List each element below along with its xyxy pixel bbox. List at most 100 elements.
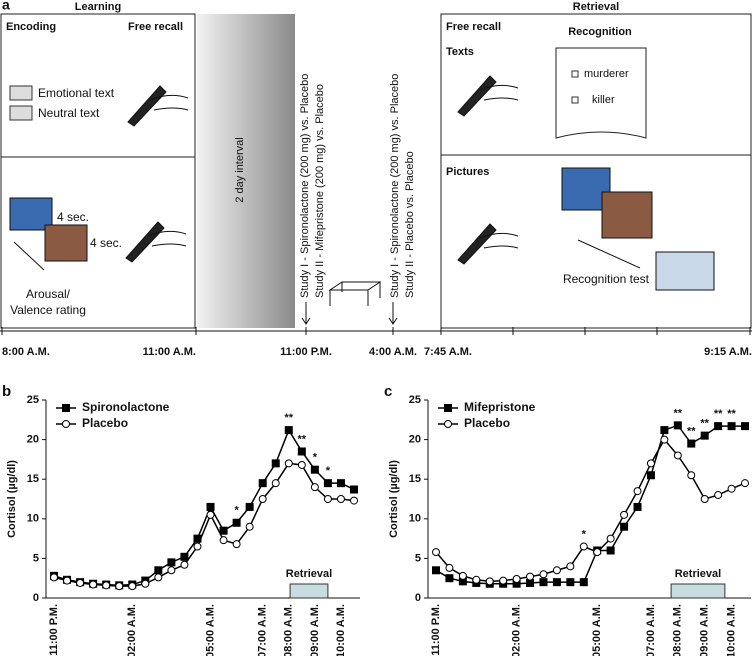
bed-icon: [328, 281, 382, 306]
x-tick-label: 11:00 P.M.: [48, 604, 60, 656]
marker: [445, 563, 454, 572]
marker: [154, 566, 163, 575]
label: 4 sec.: [90, 236, 122, 250]
marker: [50, 573, 58, 582]
interval-band: [197, 14, 295, 328]
panel-label: c: [384, 383, 392, 400]
marker: [258, 495, 267, 503]
marker: [593, 548, 602, 557]
photo: [655, 251, 715, 291]
x-tick-label: 08:00 A.M.: [672, 604, 684, 656]
marker: [499, 576, 508, 585]
label: Arousal/: [26, 287, 71, 301]
series-line: [435, 424, 745, 585]
marker: [323, 495, 332, 503]
significance: **: [727, 408, 736, 420]
marker: [232, 518, 241, 527]
label: Neutral text: [38, 106, 100, 120]
legend-marker: [444, 404, 452, 412]
label: 2 day interval: [234, 137, 246, 202]
marker: [180, 560, 189, 569]
x-tick-label: 10:00 A.M.: [725, 604, 737, 656]
time-label: 8:00 A.M.: [2, 346, 50, 358]
retrieval-period: [289, 583, 329, 599]
marker: [606, 546, 615, 555]
checkbox: [571, 96, 579, 104]
y-tick-label: 15: [409, 473, 421, 485]
photo: [601, 191, 653, 239]
marker: [458, 571, 467, 580]
marker: [258, 479, 267, 488]
marker: [620, 510, 629, 519]
marker: [219, 526, 228, 535]
significance: *: [313, 452, 318, 464]
marker: [687, 439, 696, 448]
y-tick-label: 25: [27, 394, 39, 406]
significance: *: [234, 505, 239, 517]
marker: [89, 580, 98, 589]
marker: [76, 578, 85, 587]
legend-marker: [62, 404, 70, 412]
significance: **: [298, 433, 307, 445]
arrow: [577, 239, 641, 269]
label: Encoding: [6, 21, 56, 33]
legend-marker: [444, 420, 452, 428]
y-tick-label: 15: [27, 473, 39, 485]
legend-label: Placebo: [464, 416, 510, 430]
significance: **: [714, 408, 723, 420]
marker: [620, 522, 629, 531]
marker: [167, 558, 176, 567]
marker: [633, 487, 642, 496]
marker: [741, 479, 749, 488]
x-tick-label: 02:00 A.M.: [126, 604, 138, 656]
marker: [219, 536, 228, 545]
timeline-ticks: [1, 327, 751, 335]
checkbox: [571, 70, 579, 78]
y-tick-label: 5: [415, 552, 421, 564]
marker: [714, 491, 723, 500]
marker: [741, 422, 749, 431]
marker: [700, 431, 709, 440]
marker: [526, 572, 535, 581]
marker: [128, 582, 137, 591]
legend-marker: [62, 420, 70, 428]
marker: [284, 459, 293, 468]
y-tick-label: 20: [409, 434, 421, 446]
time-label: 4:00 A.M.: [369, 346, 417, 358]
label: Study II - Mifepristone (200 mg) vs. Pla…: [314, 84, 326, 298]
time-label: 11:00 A.M.: [143, 346, 196, 358]
marker: [271, 459, 280, 468]
legend-label: Placebo: [82, 416, 128, 430]
significance: **: [700, 418, 709, 430]
marker: [232, 540, 241, 549]
marker: [727, 422, 736, 431]
marker: [141, 579, 150, 588]
pen-icon: [127, 85, 189, 127]
y-tick-label: 0: [415, 592, 421, 604]
marker: [714, 422, 723, 431]
marker: [271, 479, 280, 488]
label: Study II - Placebo vs. Placebo: [404, 151, 416, 298]
period-label: Retrieval: [675, 568, 721, 580]
marker: [297, 460, 306, 469]
y-tick-label: 10: [27, 513, 39, 525]
marker: [310, 465, 319, 474]
marker: [646, 471, 655, 480]
marker: [432, 566, 440, 575]
marker: [700, 495, 709, 503]
marker: [323, 479, 332, 488]
label: killer: [592, 94, 615, 106]
time-label: 11:00 P.M.: [280, 346, 332, 358]
x-tick-label: 11:00 P.M.: [430, 604, 442, 656]
label: Free recall: [446, 21, 501, 33]
legend-label: Spironolactone: [82, 400, 170, 414]
marker: [102, 581, 111, 590]
label: Study I - Spironolactone (200 mg) vs. Pl…: [389, 74, 401, 298]
marker: [206, 502, 215, 511]
marker: [193, 542, 202, 551]
x-tick-label: 05:00 A.M.: [204, 604, 216, 656]
marker: [566, 562, 575, 571]
y-tick-label: 25: [409, 394, 421, 406]
label: Pictures: [446, 166, 489, 178]
significance: **: [285, 412, 294, 424]
